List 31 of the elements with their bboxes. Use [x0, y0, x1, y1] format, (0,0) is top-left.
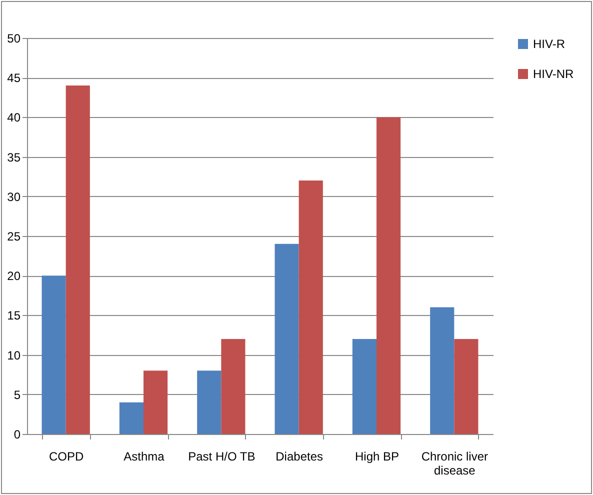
y-tick-label: 40	[7, 110, 21, 125]
x-tick-label: COPD	[48, 450, 84, 464]
y-tick-label: 0	[14, 428, 21, 442]
y-tick-label: 45	[7, 71, 21, 86]
bar	[66, 86, 90, 434]
bar	[430, 307, 454, 434]
bar	[144, 370, 168, 434]
y-tick-label: 10	[7, 348, 21, 362]
bar	[352, 338, 376, 434]
legend-label: HIV-NR	[533, 67, 574, 81]
x-tick-label: Past H/O TB	[188, 450, 256, 464]
bar	[454, 338, 478, 434]
bar	[119, 402, 144, 434]
y-tick-label: 25	[7, 230, 21, 244]
x-tick-label: Chronic liver disease	[421, 450, 488, 478]
x-tick-label: Asthma	[124, 450, 165, 464]
bar	[221, 338, 246, 434]
x-tick-label: Diabetes	[276, 450, 324, 464]
bar	[197, 370, 222, 434]
y-tick-label: 15	[7, 308, 21, 323]
y-tick-label: 20	[7, 269, 21, 284]
y-tick-label: 30	[7, 190, 21, 204]
y-tick-label: 50	[7, 32, 21, 46]
y-tick-label: 35	[7, 150, 21, 164]
legend-label: HIV-R	[533, 37, 566, 51]
bar	[298, 180, 323, 434]
y-tick-label: 5	[14, 388, 21, 402]
bar	[274, 244, 299, 434]
bar	[42, 276, 66, 434]
x-tick-label: High BP	[354, 450, 400, 464]
bar	[376, 117, 401, 434]
